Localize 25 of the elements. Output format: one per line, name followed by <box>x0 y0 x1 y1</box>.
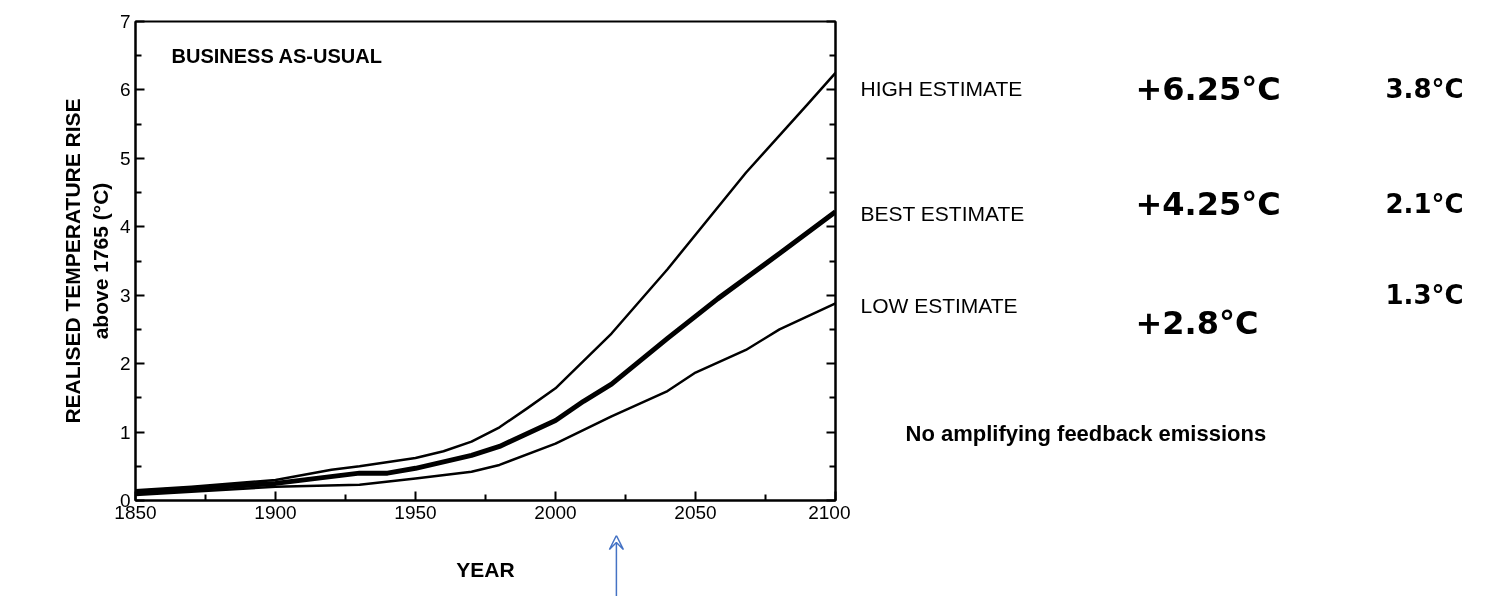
text: No amplifying feedback emissions <box>905 420 1267 446</box>
y-tick-label: 3 <box>119 284 131 306</box>
text: 3.8°C <box>1385 73 1464 104</box>
legend-label: LOW ESTIMATE <box>860 293 1018 317</box>
y-tick-label: 5 <box>119 147 131 169</box>
text: +2.8°C <box>1135 304 1259 343</box>
y-tick-label: 7 <box>119 11 131 32</box>
y-tick-label: 6 <box>119 79 131 101</box>
x-tick-label: 1900 <box>254 501 297 523</box>
x-tick-label: 2050 <box>674 501 717 523</box>
text: BUSINESS AS-USUAL <box>171 44 382 67</box>
y-tick-label: 4 <box>119 216 131 238</box>
y-axis-title: REALISED TEMPERATURE RISE above 1765 (°C) <box>61 98 112 424</box>
x-tick-label: 2100 <box>808 501 851 523</box>
y-tick-label: 1 <box>119 421 131 443</box>
y-tick-label: 2 <box>119 353 131 375</box>
text: 1.3°C <box>1385 280 1464 311</box>
text: +4.25°C <box>1135 184 1281 223</box>
text: +6.25°C <box>1135 69 1281 108</box>
legend-label: HIGH ESTIMATE <box>860 77 1023 101</box>
x-axis-title: YEAR <box>456 557 515 581</box>
x-tick-label: 2000 <box>534 501 577 523</box>
x-tick-label: 1950 <box>394 501 437 523</box>
text: 2.1°C <box>1385 188 1464 219</box>
legend-label: BEST ESTIMATE <box>860 202 1025 226</box>
